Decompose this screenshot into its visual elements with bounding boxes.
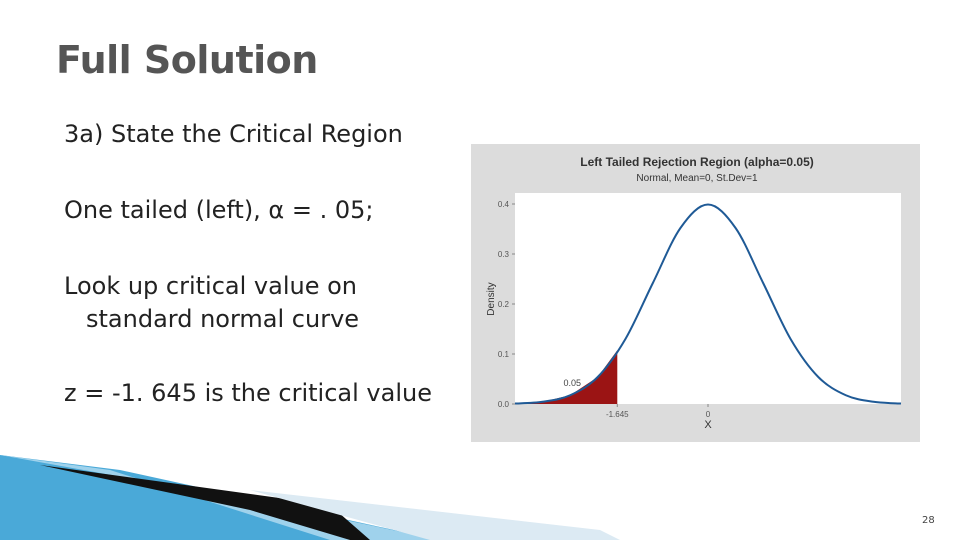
chart-subtitle: Normal, Mean=0, St.Dev=1 [636,173,758,184]
y-tick-label: 0.1 [498,350,510,359]
decoration [250,490,620,540]
plot-area [515,193,901,404]
text-item: One tailed (left), α = . 05; [64,196,374,224]
x-tick-label: 0 [706,410,711,419]
density-curve [514,203,902,405]
text-item: Look up critical value on standard norma… [64,272,360,333]
y-axis-label: Density [486,282,497,315]
text-item: z = -1. 645 is the critical value [64,379,432,407]
decoration [40,465,370,540]
text-item: 3a) State the Critical Region [64,120,403,148]
y-tick-label: 0.0 [498,400,510,409]
slide-title: Full Solution [56,38,318,82]
chart-title: Left Tailed Rejection Region (alpha=0.05… [580,155,814,169]
area-label: 0.05 [564,378,582,388]
x-tick-label: -1.645 [606,410,629,419]
y-tick-label: 0.3 [498,250,510,259]
rejection-region [515,350,618,404]
y-tick-label: 0.2 [498,300,510,309]
x-axis-label: X [704,419,712,431]
page-number: 28 [922,515,935,526]
y-tick-label: 0.4 [498,200,510,209]
